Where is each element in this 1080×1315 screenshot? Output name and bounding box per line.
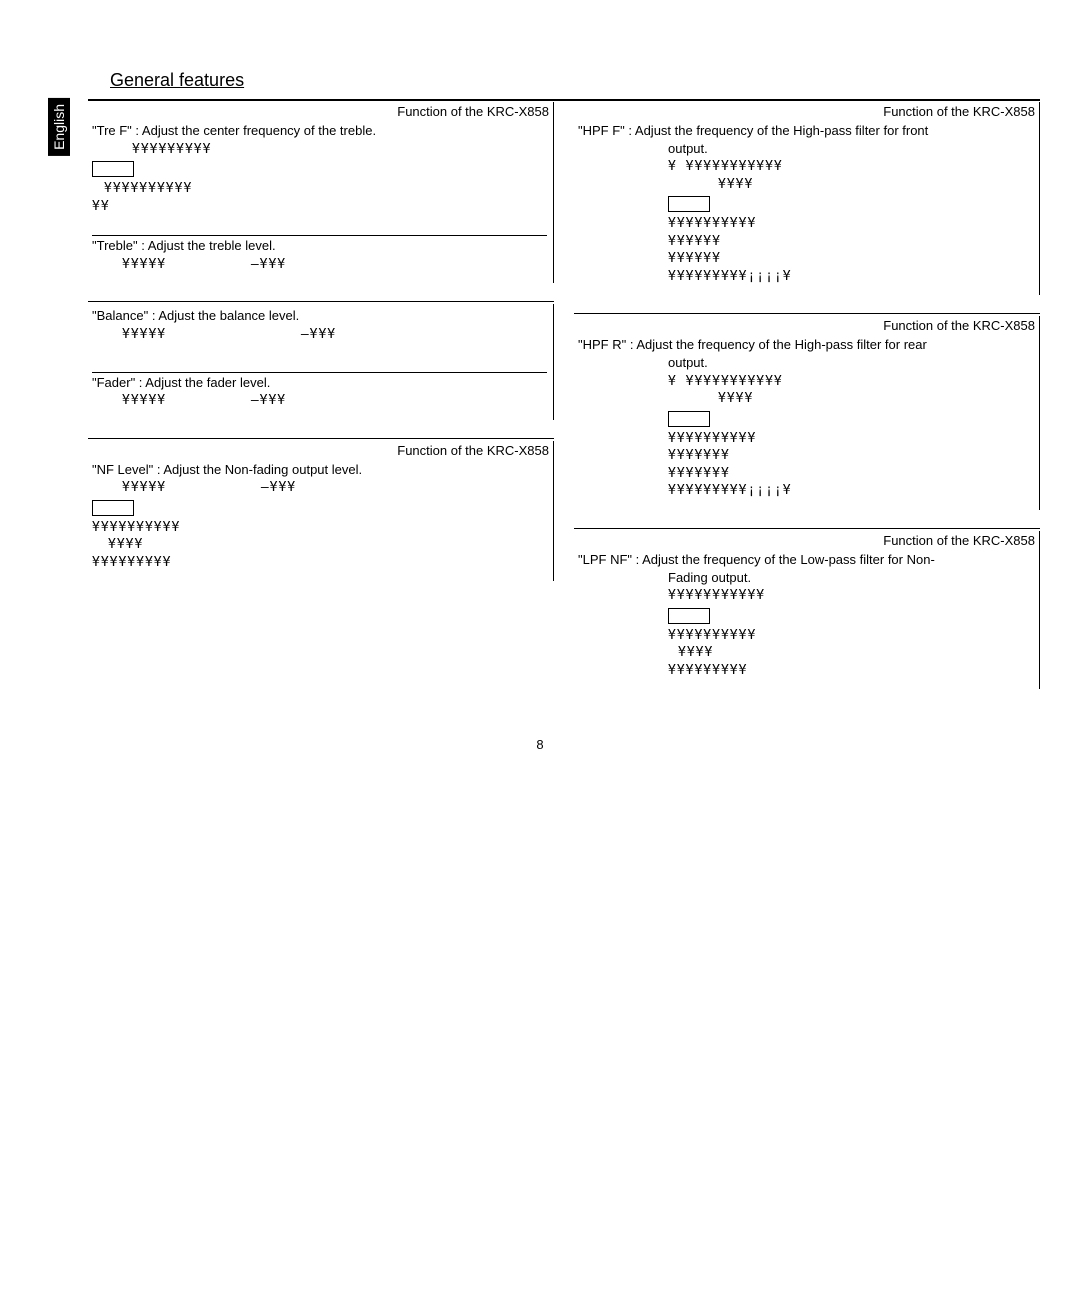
placeholder-text: ¥¥¥¥¥¥¥¥¥ [132, 141, 547, 159]
function-label: Function of the KRC-X858 [88, 441, 554, 458]
function-label: Function of the KRC-X858 [574, 531, 1040, 548]
treble-desc: "Treble" : Adjust the treble level. [92, 238, 547, 254]
section-balance-fader: "Balance" : Adjust the balance level. ¥¥… [88, 301, 554, 419]
placeholder-text: ¥¥¥¥¥¥¥ [668, 465, 1033, 483]
placeholder-col: –¥¥¥ [301, 327, 336, 342]
function-label: Function of the KRC-X858 [574, 316, 1040, 333]
hpf-f-desc2: output. [668, 141, 1033, 157]
box-icon [668, 411, 710, 427]
placeholder-text: ¥¥¥¥ [718, 390, 1033, 408]
section-nf-level: Function of the KRC-X858 "NF Level" : Ad… [88, 438, 554, 582]
function-label: Function of the KRC-X858 [574, 102, 1040, 119]
placeholder-text: ¥¥¥¥ [108, 536, 547, 554]
placeholder-text: ¥¥¥¥¥¥¥¥¥¥ [668, 430, 1033, 448]
section-body: "NF Level" : Adjust the Non-fading outpu… [88, 458, 554, 582]
hpf-r-desc: "HPF R" : Adjust the frequency of the Hi… [578, 337, 1033, 353]
placeholder-text: ¥¥¥¥¥ –¥¥¥ [92, 256, 547, 274]
placeholder-text: ¥¥¥¥¥¥ [668, 233, 1033, 251]
placeholder-text: ¥ ¥¥¥¥¥¥¥¥¥¥¥ [668, 373, 1033, 391]
placeholder-text [92, 497, 547, 519]
inner-divider [574, 528, 1040, 529]
fader-desc: "Fader" : Adjust the fader level. [92, 375, 547, 391]
placeholder-text: ¥ ¥¥¥¥¥¥¥¥¥¥¥ [668, 158, 1033, 176]
section-body: "LPF NF" : Adjust the frequency of the L… [574, 548, 1040, 689]
section-lpf-nf: Function of the KRC-X858 "LPF NF" : Adju… [574, 528, 1040, 689]
placeholder-text: ¥¥ [92, 198, 547, 216]
section-body: "HPF R" : Adjust the frequency of the Hi… [574, 333, 1040, 509]
placeholder-text [668, 408, 1033, 430]
nf-level-desc: "NF Level" : Adjust the Non-fading outpu… [92, 462, 547, 478]
placeholder-text: ¥¥¥¥¥¥¥¥¥¡¡¡¡¥ [668, 268, 1033, 286]
page-title: General features [110, 70, 1050, 91]
box-icon [668, 196, 710, 212]
placeholder-text [92, 158, 547, 180]
box-icon [668, 608, 710, 624]
placeholder-col: –¥¥¥ [251, 393, 286, 408]
placeholder-text: ¥¥¥¥¥¥¥¥¥¡¡¡¡¥ [668, 482, 1033, 500]
left-column: Function of the KRC-X858 "Tre F" : Adjus… [88, 102, 554, 707]
hpf-r-desc2: output. [668, 355, 1033, 371]
section-tre-f: Function of the KRC-X858 "Tre F" : Adjus… [88, 102, 554, 283]
section-hpf-f: Function of the KRC-X858 "HPF F" : Adjus… [574, 102, 1040, 295]
placeholder-col: ¥¥¥¥¥ [122, 392, 242, 410]
content-grid: Function of the KRC-X858 "Tre F" : Adjus… [88, 102, 1040, 707]
section-body: "Tre F" : Adjust the center frequency of… [88, 119, 554, 283]
tre-f-desc: "Tre F" : Adjust the center frequency of… [92, 123, 547, 139]
placeholder-col: –¥¥¥ [251, 257, 286, 272]
placeholder-text: ¥¥¥¥¥¥¥¥¥ [668, 662, 1033, 680]
placeholder-text: ¥¥¥¥¥ –¥¥¥ [92, 479, 547, 497]
placeholder-text: ¥¥¥¥¥¥¥¥¥¥ [668, 215, 1033, 233]
inner-divider [92, 235, 547, 236]
placeholder-col: ¥¥¥¥¥ [122, 326, 292, 344]
section-body: "HPF F" : Adjust the frequency of the Hi… [574, 119, 1040, 295]
lpf-nf-desc2: Fading output. [668, 570, 1033, 586]
placeholder-text: ¥¥¥¥¥¥¥¥¥¥ [668, 627, 1033, 645]
placeholder-text: ¥¥¥¥¥¥¥¥¥¥ [92, 519, 547, 537]
placeholder-text: ¥¥¥¥¥ –¥¥¥ [92, 392, 547, 410]
inner-divider [574, 313, 1040, 314]
right-column: Function of the KRC-X858 "HPF F" : Adjus… [574, 102, 1040, 707]
inner-divider [88, 438, 554, 439]
placeholder-col: ¥¥¥¥¥ [122, 479, 252, 497]
box-icon [92, 500, 134, 516]
function-label: Function of the KRC-X858 [88, 102, 554, 119]
section-body: "Balance" : Adjust the balance level. ¥¥… [88, 304, 554, 419]
top-divider [88, 99, 1040, 101]
language-tab: English [48, 98, 70, 156]
placeholder-text: ¥¥¥¥¥¥ [668, 250, 1033, 268]
placeholder-text: ¥¥¥¥¥¥¥¥¥¥¥ [668, 587, 1033, 605]
placeholder-text: ¥¥¥¥ [718, 176, 1033, 194]
inner-divider [92, 372, 547, 373]
section-hpf-r: Function of the KRC-X858 "HPF R" : Adjus… [574, 313, 1040, 509]
placeholder-text: ¥¥¥¥ [678, 644, 1033, 662]
placeholder-text [668, 193, 1033, 215]
balance-desc: "Balance" : Adjust the balance level. [92, 308, 547, 324]
hpf-f-desc: "HPF F" : Adjust the frequency of the Hi… [578, 123, 1033, 139]
lpf-nf-desc: "LPF NF" : Adjust the frequency of the L… [578, 552, 1033, 568]
placeholder-col: –¥¥¥ [261, 480, 296, 495]
box-icon [92, 161, 134, 177]
placeholder-text [668, 605, 1033, 627]
placeholder-col: ¥¥¥¥¥ [122, 256, 242, 274]
placeholder-text: ¥¥¥¥¥¥¥ [668, 447, 1033, 465]
placeholder-text: ¥¥¥¥¥ –¥¥¥ [92, 326, 547, 344]
placeholder-text: ¥¥¥¥¥¥¥¥¥ [92, 554, 547, 572]
inner-divider [88, 301, 554, 302]
page-number: 8 [30, 737, 1050, 752]
placeholder-text: ¥¥¥¥¥¥¥¥¥¥ [104, 180, 547, 198]
